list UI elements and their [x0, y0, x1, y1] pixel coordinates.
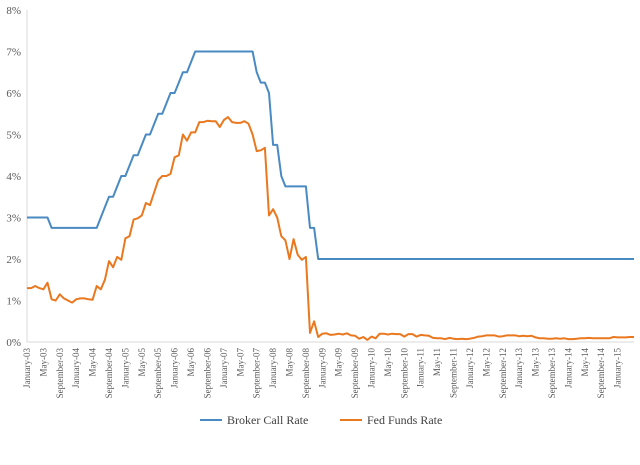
- series-line-fed-funds-rate: [27, 116, 634, 341]
- legend-label-broker-call-rate: Broker Call Rate: [227, 413, 308, 427]
- x-tick-label: January-12: [465, 348, 475, 388]
- x-tick-label: January-10: [367, 348, 377, 388]
- x-tick-label: May-07: [235, 348, 245, 377]
- y-tick-label: 1%: [6, 296, 21, 308]
- x-tick-label: January-13: [514, 348, 524, 388]
- x-tick-label: January-08: [268, 348, 278, 388]
- x-tick-label: September-14: [596, 348, 606, 399]
- x-tick-label: May-09: [334, 348, 344, 377]
- series-line-broker-call-rate: [27, 50, 634, 260]
- y-tick-label: 0%: [6, 337, 21, 349]
- x-tick-label: September-06: [202, 348, 212, 399]
- x-tick-label: September-11: [449, 348, 459, 398]
- x-tick-label: January-15: [613, 348, 623, 388]
- x-tick-label: September-13: [547, 348, 557, 399]
- x-tick-label: September-08: [301, 348, 311, 399]
- x-tick-label: May-10: [383, 348, 393, 377]
- x-tick-label: January-05: [120, 348, 130, 388]
- legend-label-fed-funds-rate: Fed Funds Rate: [367, 413, 442, 427]
- x-tick-label: May-13: [531, 348, 541, 377]
- x-tick-label: January-06: [170, 348, 180, 388]
- y-axis-tick-labels: 0% 1% 2% 3% 4% 5% 6% 7% 8%: [6, 5, 21, 349]
- x-tick-label: September-07: [252, 348, 262, 399]
- x-tick-label: September-10: [399, 348, 409, 399]
- y-tick-label: 8%: [6, 5, 21, 17]
- x-tick-label: January-03: [22, 348, 32, 388]
- x-tick-label: September-12: [498, 348, 508, 398]
- legend: Broker Call Rate Fed Funds Rate: [200, 413, 442, 427]
- x-tick-label: May-04: [88, 348, 98, 377]
- x-tick-label: January-09: [317, 348, 327, 388]
- x-tick-label: September-03: [55, 348, 65, 399]
- x-tick-label: May-05: [137, 348, 147, 377]
- x-tick-label: January-14: [563, 348, 573, 388]
- y-tick-label: 4%: [6, 171, 21, 183]
- x-tick-label: May-06: [186, 348, 196, 377]
- x-tick-label: May-03: [38, 348, 48, 377]
- x-tick-label: May-08: [284, 348, 294, 377]
- x-tick-label: May-14: [580, 348, 590, 377]
- x-tick-label: September-04: [104, 348, 114, 399]
- x-tick-label: January-11: [416, 348, 426, 388]
- y-tick-label: 7%: [6, 47, 21, 59]
- x-tick-label: January-07: [219, 348, 229, 388]
- x-tick-label: September-05: [153, 348, 163, 399]
- x-tick-label: May-11: [432, 348, 442, 376]
- y-tick-label: 3%: [6, 213, 21, 225]
- x-tick-label: September-09: [350, 348, 360, 399]
- series-lines: [27, 50, 634, 341]
- y-tick-label: 6%: [6, 88, 21, 100]
- y-tick-label: 5%: [6, 130, 21, 142]
- x-axis-tick-labels: January-03 May-03 September-03 January-04 Ma…: [22, 348, 623, 399]
- x-tick-label: January-04: [71, 348, 81, 388]
- x-tick-label: May-12: [481, 348, 491, 377]
- y-tick-label: 2%: [6, 254, 21, 266]
